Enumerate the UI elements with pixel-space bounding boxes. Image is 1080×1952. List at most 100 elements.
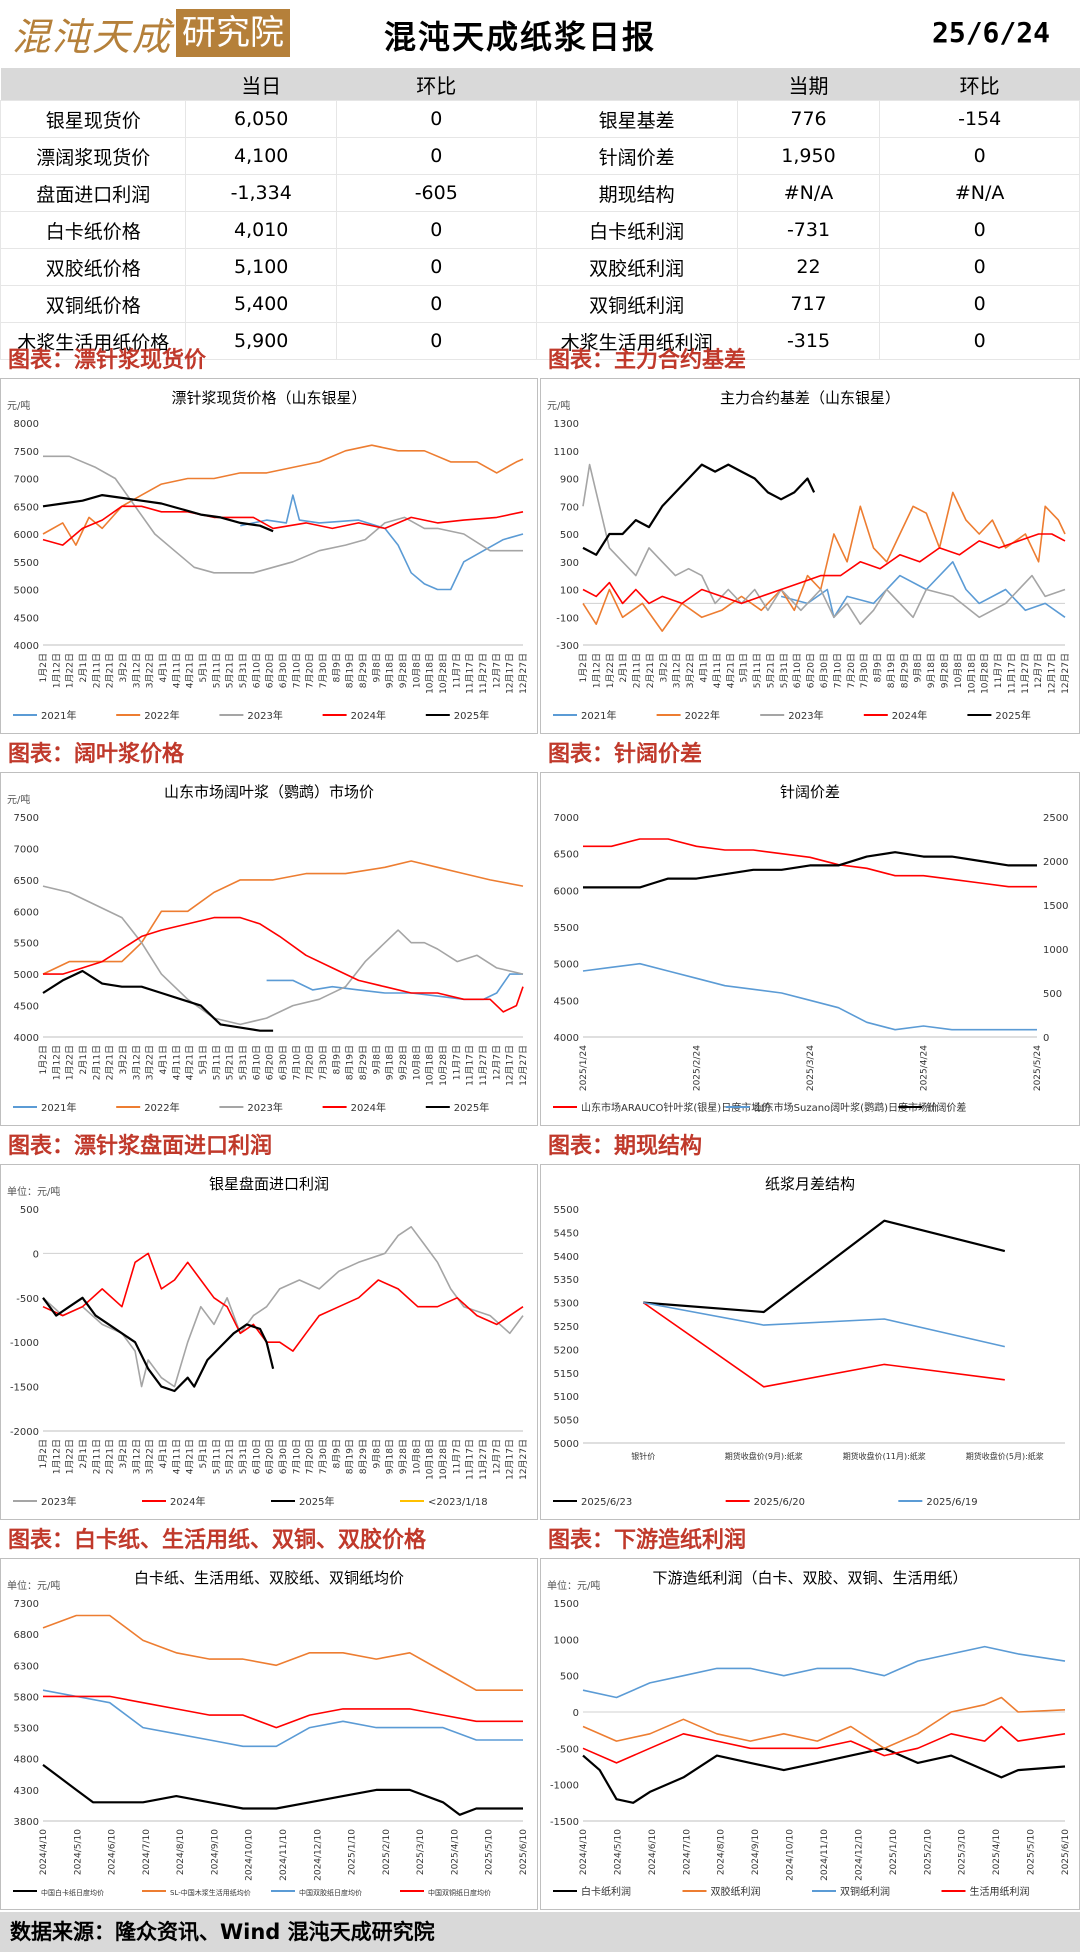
x-tick-label: 12月7日 <box>491 653 502 688</box>
x-tick-label: 12月27日 <box>518 1439 529 1480</box>
y-tick-label: 1500 <box>554 1599 579 1610</box>
summary-value-cell: 6,050 <box>185 100 337 138</box>
legend-label: 2024年 <box>170 1495 205 1508</box>
x-tick-label: 12月27日 <box>518 1045 529 1086</box>
x-tick-label: 2025/5/10 <box>485 1829 495 1875</box>
x-tick-label: 4月1日 <box>158 1045 169 1074</box>
x-tick-label: 12月17日 <box>505 1439 516 1480</box>
y-tick-label: 900 <box>560 475 579 486</box>
x-tick-label: 1月22日 <box>65 1439 76 1474</box>
y-tick-label: 100 <box>560 586 579 597</box>
legend-label: 双胶纸利润 <box>711 1885 761 1898</box>
brand-logo: 混沌天成 研究院 <box>12 6 291 60</box>
x-tick-label: 11月27日 <box>478 1439 489 1480</box>
summary-label-cell: 白卡纸价格 <box>0 211 187 249</box>
legend-label: 双铜纸利润 <box>840 1885 890 1898</box>
x-tick-label: 2024/10/10 <box>786 1829 796 1881</box>
x-tick-label: 5月31日 <box>238 653 249 688</box>
section-title-hardwood: 图表：阔叶浆价格 <box>8 742 185 767</box>
chart-paper-profit: 下游造纸利润（白卡、双胶、双铜、生活用纸） 单位：元/吨 -1500 -1000 -50… <box>540 1558 1080 1910</box>
x-tick-label: 2月21日 <box>105 653 116 688</box>
summary-row: 双铜纸价格 5,400 0 双铜纸利润 717 0 <box>0 285 1080 323</box>
x-tick-label: 2025/4/10 <box>992 1829 1002 1875</box>
x-tick-label: 7月30日 <box>318 1439 329 1474</box>
x-tick-label: 5月11日 <box>752 653 763 688</box>
legend-label: 2023年 <box>247 1101 282 1114</box>
legend-label: 山东市场Suzano阔叶浆(鹦鹉)日度市场价 <box>754 1101 938 1114</box>
series-line <box>42 1689 523 1748</box>
series-line <box>780 561 1066 619</box>
x-tick-label: 4月21日 <box>725 653 736 688</box>
legend-label: 2024年 <box>351 1101 386 1114</box>
series-line <box>582 1696 1066 1750</box>
summary-value-cell: 717 <box>736 285 881 323</box>
x-tick-label: 8月19日 <box>886 653 897 688</box>
logo-main-text: 混沌天成 <box>12 14 173 59</box>
x-tick-label: 2024/12/10 <box>854 1829 864 1881</box>
chart-svg: 针阔价差 4000 4500 5000 5500 6000 6500 7000 0 500 1000… <box>553 783 1068 1114</box>
x-tick-label: 11月17日 <box>465 1439 476 1480</box>
chart-term-structure: 纸浆月差结构 5000 5050 5100 5150 5200 5250 5300 5350 54… <box>540 1164 1080 1520</box>
x-tick-label: 12月17日 <box>505 1045 516 1086</box>
y-tick-label: 5000 <box>14 970 39 981</box>
series-line <box>43 916 524 1013</box>
x-tick-label: 3月12日 <box>131 1439 142 1474</box>
x-tick-label: 8月29日 <box>358 1439 369 1474</box>
x-tick-label: 5月11日 <box>211 1045 222 1080</box>
summary-label-cell: 木浆生活用纸价格 <box>0 322 187 360</box>
x-tick-label: 4月21日 <box>185 1045 196 1080</box>
y-tick-label: 5000 <box>554 960 579 971</box>
x-tick-label: 2024/8/10 <box>176 1829 186 1875</box>
summary-label-cell: 漂阔浆现货价 <box>0 137 187 175</box>
x-tick-label: 2024/9/10 <box>210 1829 220 1875</box>
y2-tick-label: 2000 <box>1043 857 1068 868</box>
summary-value-cell: 0 <box>879 248 1080 286</box>
y-tick-label: 500 <box>560 530 579 541</box>
y2-tick-label: 1000 <box>1043 945 1068 956</box>
y-tick-label: 6500 <box>14 502 39 513</box>
summary-value-cell: 0 <box>879 137 1080 175</box>
series-line <box>42 505 524 546</box>
chart-title: 漂针浆现货价格（山东银星） <box>171 389 366 407</box>
chart-spread: 针阔价差 4000 4500 5000 5500 6000 6500 7000 0 500 1000… <box>540 772 1080 1126</box>
y-tick-label: 4300 <box>14 1786 39 1797</box>
x-tick-label: 2025/2/24 <box>693 1045 703 1091</box>
series-line <box>583 838 1037 888</box>
x-tick-label: 2024/5/10 <box>613 1829 623 1875</box>
x-tick-label: 9月8日 <box>913 653 924 682</box>
x-tick-label: 5月21日 <box>225 1045 236 1080</box>
x-tick-label: 9月28日 <box>398 653 409 688</box>
y-tick-label: 5150 <box>554 1369 579 1380</box>
legend-label: 2021年 <box>41 709 76 722</box>
legend-label: 中国双铜纸日度均价 <box>428 1888 491 1897</box>
chart-ylabel: 单位：元/吨 <box>547 1579 600 1592</box>
x-tick-label: 7月10日 <box>832 653 843 688</box>
summary-label-cell: 银星基差 <box>535 100 738 138</box>
y-tick-label: 5450 <box>554 1228 579 1239</box>
x-tick-label: 9月8日 <box>371 1439 382 1468</box>
summary-label-cell: 双铜纸利润 <box>535 285 738 323</box>
section-title-basis: 图表：主力合约基差 <box>548 348 747 373</box>
y-tick-label: 6000 <box>14 907 39 918</box>
series-line <box>43 1695 523 1729</box>
y2-tick-label: 0 <box>1043 1033 1049 1044</box>
y-tick-label: 5400 <box>554 1252 579 1263</box>
chart-ylabel: 元/吨 <box>7 793 30 806</box>
x-tick-label: 期货收盘价(5月):纸浆 <box>966 1451 1044 1461</box>
summary-row: 盘面进口利润 -1,334 -605 期现结构 #N/A #N/A <box>0 174 1080 212</box>
chart-svg: 纸浆月差结构 5000 5050 5100 5150 5200 5250 5300 5350 54… <box>553 1175 1065 1508</box>
legend-label: 2025年 <box>454 1101 489 1114</box>
x-tick-label: 3月22日 <box>145 1439 156 1474</box>
x-tick-label: 4月11日 <box>171 1045 182 1080</box>
x-tick-label: 10月8日 <box>411 1439 422 1474</box>
x-tick-label: 10月28日 <box>438 1439 449 1480</box>
summary-value-cell: 0 <box>336 322 537 360</box>
x-tick-label: 7月20日 <box>305 653 316 688</box>
summary-value-cell: #N/A <box>879 174 1080 212</box>
x-tick-label: 2月1日 <box>78 1439 89 1468</box>
section-title-term-structure: 图表：期现结构 <box>548 1134 703 1159</box>
y2-tick-label: 1500 <box>1043 901 1068 912</box>
x-tick-label: 1月22日 <box>65 1045 76 1080</box>
series-line <box>42 1225 524 1388</box>
summary-header-cell: 环比 <box>336 68 537 101</box>
